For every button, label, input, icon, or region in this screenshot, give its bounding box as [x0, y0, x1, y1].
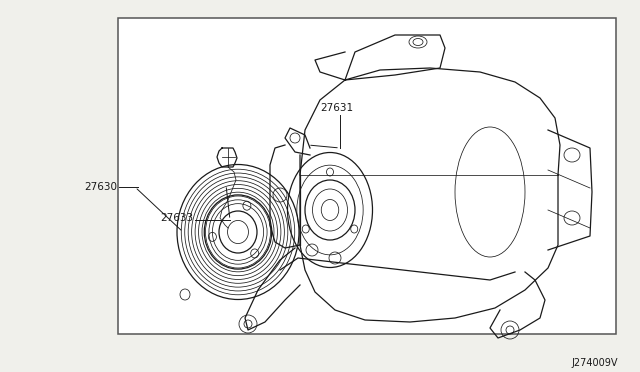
Text: 27631: 27631 — [321, 103, 353, 113]
Text: 27630: 27630 — [84, 182, 117, 192]
Text: J274009V: J274009V — [572, 358, 618, 368]
Text: 27633: 27633 — [160, 213, 193, 223]
Bar — [118, 18, 616, 334]
